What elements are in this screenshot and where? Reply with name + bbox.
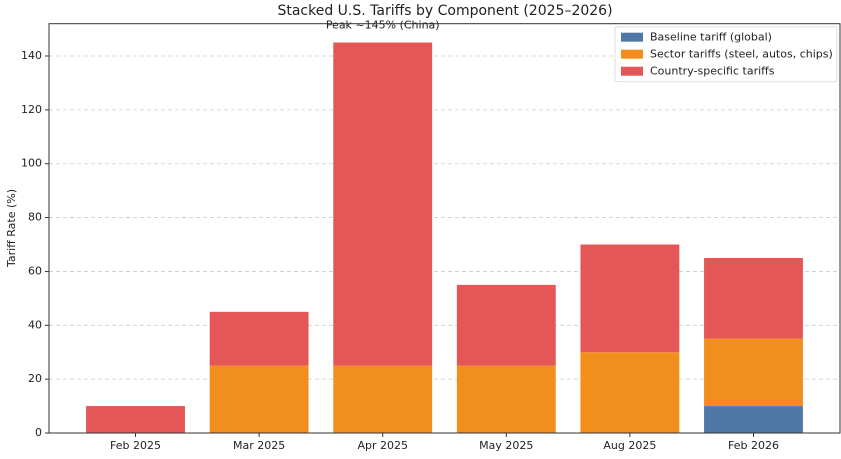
bar-segment [580,244,680,353]
legend-label: Baseline tariff (global) [650,31,772,44]
bar-segment [209,365,309,433]
annotation: Peak ~145% (China) [326,19,440,32]
x-tick-label: Apr 2025 [357,439,408,452]
bar-segment [86,406,185,433]
y-axis-label: Tariff Rate (%) [5,189,18,268]
legend-swatch [621,66,643,76]
legend-swatch [621,32,643,42]
x-tick-label: Mar 2025 [233,439,285,452]
bar-segment [580,352,680,433]
bar-segment [704,406,803,433]
y-tick-label: 60 [28,264,42,277]
y-tick-label: 80 [28,211,42,224]
y-tick-label: 20 [28,372,42,385]
legend-label: Country-specific tariffs [650,65,775,78]
x-tick-label: May 2025 [479,439,533,452]
bar-segment [333,365,433,433]
legend-label: Sector tariffs (steel, autos, chips) [650,48,833,61]
legend-box [614,26,838,83]
y-tick-label: 120 [21,103,42,116]
y-tick-label: 0 [35,426,42,439]
bar-segment [209,311,309,366]
bar-segment [456,284,556,366]
x-tick-label: Aug 2025 [603,439,656,452]
axes-frame [48,23,841,434]
bar-segment [704,338,803,407]
x-tick-label: Feb 2025 [110,439,161,452]
y-tick-label: 100 [21,157,42,170]
bar-segment [456,365,556,433]
bar-segment [704,257,803,339]
bar-segment [333,42,433,366]
chart-title: Stacked U.S. Tariffs by Component (2025–… [277,3,612,19]
y-tick-label: 140 [21,49,42,62]
legend-swatch [621,49,643,59]
y-tick-label: 40 [28,318,42,331]
x-tick-label: Feb 2026 [728,439,779,452]
